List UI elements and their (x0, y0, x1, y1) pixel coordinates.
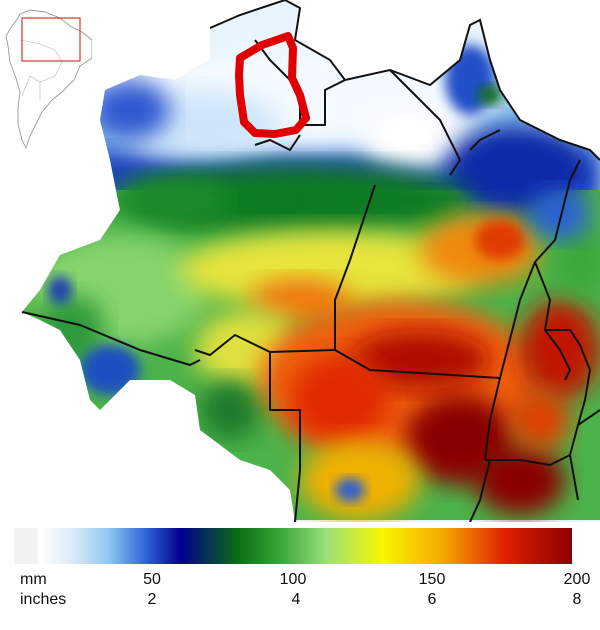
legend-tick-mm-200: 200 (563, 571, 591, 588)
legend-unit-mm: mm (20, 571, 47, 588)
legend-unit-inches: inches (20, 591, 67, 608)
inset-location-box (21, 17, 81, 62)
legend-tick-mm-50: 50 (143, 571, 161, 588)
legend-tick-mm-100: 100 (279, 571, 307, 588)
south-america-inset-map (0, 0, 92, 150)
highlighted-region-outline (235, 32, 310, 138)
south-america-outline (5, 9, 92, 150)
legend-tick-in-8: 8 (572, 591, 582, 608)
legend-tick-mm-150: 150 (418, 571, 446, 588)
legend-color-bar (14, 528, 572, 564)
precipitation-map (21, 0, 600, 522)
coastline (209, 0, 600, 161)
legend-tick-in-2: 2 (147, 591, 157, 608)
legend-tick-in-6: 6 (427, 591, 437, 608)
state-borders (21, 39, 600, 522)
legend-tick-in-4: 4 (291, 591, 301, 608)
